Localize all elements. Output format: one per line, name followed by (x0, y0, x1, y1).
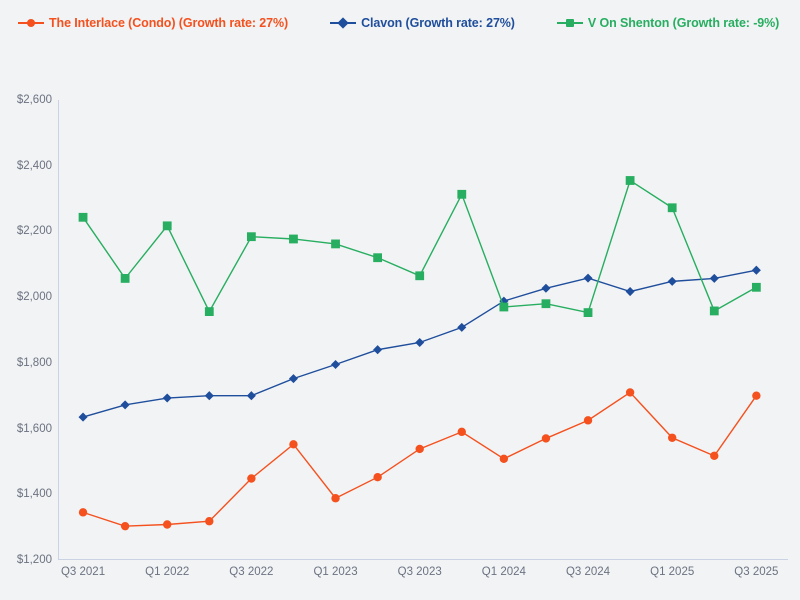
data-point-circle[interactable] (247, 474, 256, 483)
y-axis-tick-label: $2,000 (16, 291, 52, 304)
data-point-circle[interactable] (373, 473, 382, 482)
data-point-circle[interactable] (710, 451, 719, 461)
diamond-icon (337, 17, 349, 29)
data-point-diamond[interactable] (625, 287, 635, 297)
y-axis-tick-label: $2,200 (16, 225, 52, 238)
data-point-diamond[interactable] (246, 391, 256, 401)
data-point-circle[interactable] (583, 416, 593, 425)
data-point-diamond[interactable] (457, 322, 467, 332)
legend-item-clavon[interactable]: Clavon (Growth rate: 27%) (330, 16, 515, 30)
data-point-circle[interactable] (625, 388, 635, 397)
y-axis-tick-label: $1,400 (16, 488, 52, 501)
legend-square-marker-icon (556, 17, 583, 29)
series-line (82, 391, 757, 527)
data-point-diamond[interactable] (331, 359, 341, 370)
plot-area (58, 100, 788, 560)
data-point-circle[interactable] (752, 391, 761, 400)
data-point-diamond[interactable] (288, 374, 298, 384)
data-point-circle[interactable] (457, 427, 466, 437)
data-point-square[interactable] (246, 232, 256, 242)
data-point-diamond[interactable] (120, 400, 130, 410)
data-point-diamond[interactable] (78, 412, 88, 422)
x-axis-tick-label: Q3 2025 (734, 566, 779, 578)
data-point-diamond[interactable] (751, 265, 761, 275)
data-point-square[interactable] (583, 308, 593, 317)
data-point-circle[interactable] (499, 454, 509, 463)
y-axis-tick-label: $1,800 (16, 356, 52, 369)
data-point-square[interactable] (415, 271, 425, 281)
data-point-diamond[interactable] (373, 345, 383, 355)
x-axis-tick-label: Q3 2022 (229, 566, 274, 578)
legend-circle-marker-icon (18, 17, 44, 29)
data-point-circle[interactable] (541, 434, 551, 443)
series-3 (78, 176, 761, 317)
data-point-circle[interactable] (163, 520, 172, 529)
data-point-square[interactable] (457, 189, 467, 199)
data-point-diamond[interactable] (162, 393, 172, 403)
x-axis-tick-label: Q3 2021 (60, 566, 106, 578)
x-axis-tick-label: Q1 2023 (313, 566, 358, 578)
y-axis-tick-label: $1,200 (16, 554, 52, 566)
data-point-square[interactable] (751, 282, 761, 292)
data-point-diamond[interactable] (667, 276, 677, 286)
x-axis-tick-label: Q1 2025 (650, 566, 695, 578)
data-point-diamond[interactable] (541, 283, 551, 293)
legend-label-clavon: Clavon (Growth rate: 27%) (361, 16, 515, 30)
data-point-square[interactable] (289, 234, 298, 244)
data-point-diamond[interactable] (415, 337, 425, 348)
x-axis-tick-label: Q1 2022 (145, 566, 190, 578)
circle-icon (27, 19, 35, 27)
data-point-square[interactable] (204, 307, 214, 316)
legend-item-v-on-shenton[interactable]: V On Shenton (Growth rate: -9%) (556, 16, 780, 30)
x-axis-tick-label: Q1 2024 (481, 566, 526, 578)
data-point-square[interactable] (499, 302, 509, 312)
data-point-square[interactable] (625, 176, 635, 185)
data-point-square[interactable] (120, 274, 130, 283)
data-point-circle[interactable] (415, 444, 424, 454)
y-axis-tick-label: $1,600 (16, 422, 52, 435)
data-point-circle[interactable] (289, 440, 298, 449)
legend-item-interlace[interactable]: The Interlace (Condo) (Growth rate: 27%) (18, 16, 288, 30)
data-point-square[interactable] (709, 306, 719, 316)
data-point-square[interactable] (541, 299, 551, 309)
data-point-square[interactable] (78, 212, 88, 222)
series-2 (78, 265, 761, 422)
data-point-diamond[interactable] (583, 273, 593, 283)
data-point-square[interactable] (373, 253, 383, 263)
legend-label-v-on-shenton: V On Shenton (Growth rate: -9%) (587, 16, 780, 30)
data-point-circle[interactable] (205, 517, 214, 526)
series-line (82, 179, 757, 314)
square-icon (565, 19, 574, 27)
y-axis-tick-label: $2,600 (16, 94, 52, 106)
x-axis-tick-label: Q3 2023 (397, 566, 442, 578)
y-axis-tick-label: $2,400 (16, 159, 52, 172)
data-point-diamond[interactable] (709, 273, 719, 283)
legend-label-interlace: The Interlace (Condo) (Growth rate: 27%) (49, 16, 289, 30)
data-point-circle[interactable] (120, 521, 130, 531)
chart-legend: The Interlace (Condo) (Growth rate: 27%)… (0, 10, 800, 36)
series-1 (78, 388, 761, 531)
data-point-diamond[interactable] (204, 391, 214, 401)
y-axis: $1,200 $1,400 $1,600 $1,800 $2,000 $2,200 $2,4… (0, 0, 52, 600)
data-point-circle[interactable] (331, 494, 340, 503)
data-point-circle[interactable] (78, 508, 88, 517)
data-point-square[interactable] (162, 221, 172, 231)
data-point-circle[interactable] (667, 433, 677, 442)
x-axis-tick-label: Q3 2024 (565, 566, 611, 578)
data-point-square[interactable] (667, 203, 677, 213)
legend-diamond-marker-icon (330, 17, 357, 29)
plot-series-layer (78, 176, 761, 531)
data-point-square[interactable] (331, 239, 340, 249)
